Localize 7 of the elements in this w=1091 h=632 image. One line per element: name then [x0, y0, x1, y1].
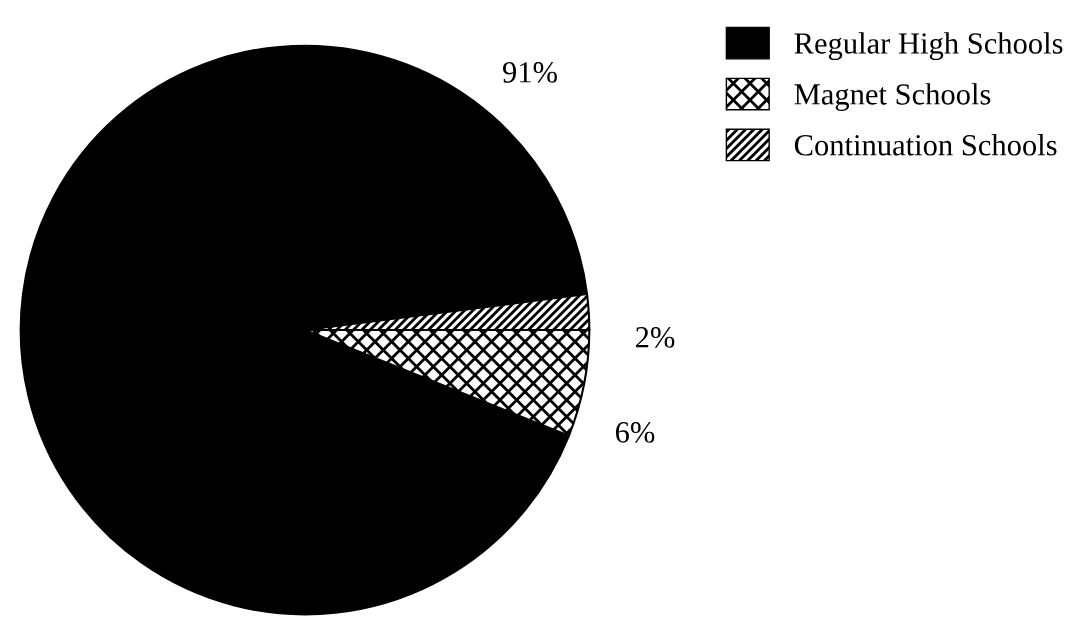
legend-label: Magnet Schools: [794, 83, 991, 111]
pie-slice: [19, 44, 589, 616]
data-label: 91%: [502, 62, 557, 83]
legend-label: Regular High Schools: [794, 32, 1063, 61]
data-label: 6%: [615, 422, 655, 443]
data-label: 2%: [635, 327, 675, 348]
legend-label: Continuation Schools: [794, 134, 1057, 156]
